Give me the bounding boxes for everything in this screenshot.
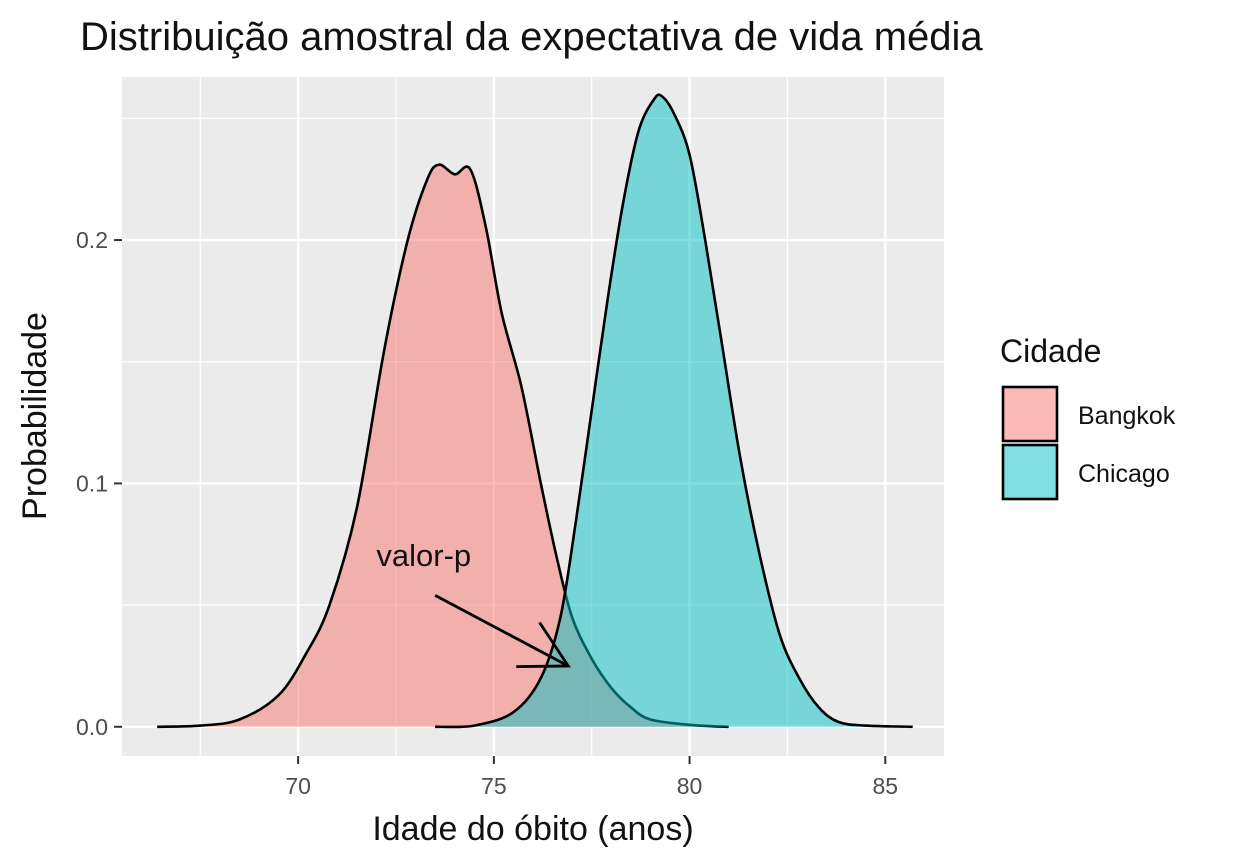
- legend-label-bangkok: Bangkok: [1078, 402, 1176, 430]
- legend: Cidade Bangkok Chicago: [1000, 333, 1176, 501]
- annotation-arrow: [434, 594, 569, 668]
- annotation-label: valor-p: [376, 538, 471, 573]
- x-tick-label: 85: [872, 773, 898, 799]
- x-tick-label: 70: [285, 773, 311, 799]
- density-outline-chicago: [435, 93, 913, 729]
- chart-title: Distribuição amostral da expectativa de …: [80, 15, 983, 59]
- annotation-layer: valor-p: [376, 538, 571, 668]
- density-area-bangkok: [157, 164, 729, 727]
- y-tick-label: 0.2: [76, 227, 108, 253]
- y-axis: 0.0 0.1 0.2: [76, 227, 122, 740]
- legend-title: Cidade: [1000, 333, 1101, 369]
- x-tick-label: 80: [677, 773, 703, 799]
- y-tick-label: 0.0: [76, 714, 108, 740]
- x-axis: 70 75 80 85: [285, 756, 898, 799]
- y-axis-title: Probabilidade: [16, 312, 54, 520]
- x-axis-title: Idade do óbito (anos): [372, 810, 693, 848]
- legend-key-bangkok: [1001, 385, 1059, 443]
- density-areas: [157, 93, 913, 729]
- density-area-chicago: [435, 94, 913, 728]
- legend-key-chicago: [1001, 443, 1059, 501]
- annotation-arrowhead: [516, 621, 571, 668]
- x-tick-label: 75: [481, 773, 507, 799]
- y-tick-label: 0.1: [76, 470, 108, 496]
- legend-label-chicago: Chicago: [1078, 460, 1170, 488]
